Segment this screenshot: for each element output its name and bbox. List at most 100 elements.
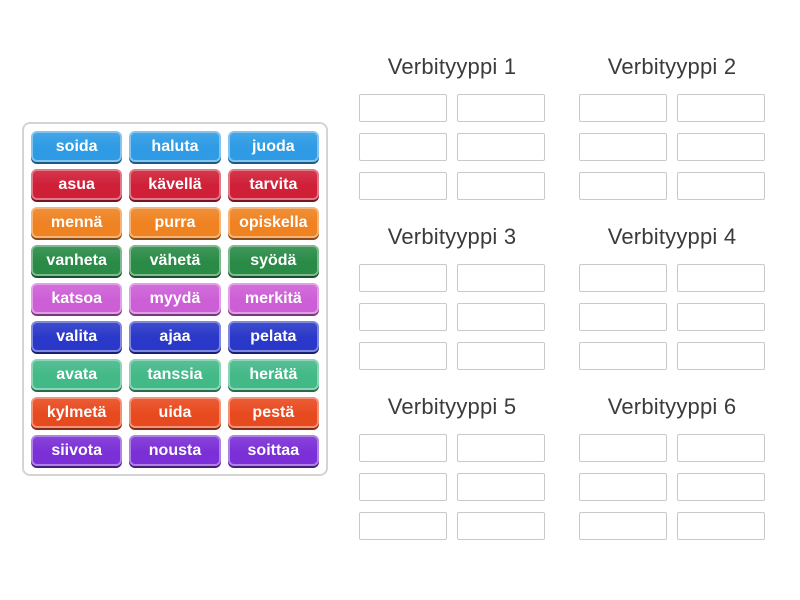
word-tile-label: pelata xyxy=(250,327,297,345)
word-tile[interactable]: vanheta xyxy=(31,245,123,276)
word-tile[interactable]: tanssia xyxy=(129,359,221,390)
word-tile-label: mennä xyxy=(50,213,103,231)
group-title: Verbityyppi 3 xyxy=(387,224,517,249)
group-title: Verbityyppi 1 xyxy=(387,54,517,79)
word-tile[interactable]: merkitä xyxy=(227,283,319,314)
word-tile-label: katsoa xyxy=(51,289,103,307)
word-tile-label: syödä xyxy=(250,251,297,269)
drop-slot[interactable] xyxy=(579,94,667,122)
drop-slot[interactable] xyxy=(579,342,667,370)
drop-slot[interactable] xyxy=(677,94,765,122)
group-title: Verbityyppi 4 xyxy=(607,224,737,249)
word-tile-label: purra xyxy=(154,213,196,231)
word-tile[interactable]: herätä xyxy=(227,359,319,390)
word-tile[interactable]: valita xyxy=(31,321,123,352)
word-tile-label: vähetä xyxy=(149,251,201,269)
word-tile-label: herätä xyxy=(249,365,298,383)
word-tile[interactable]: soida xyxy=(31,131,123,162)
drop-slot[interactable] xyxy=(457,264,545,292)
drop-slot[interactable] xyxy=(359,264,447,292)
drop-slot[interactable] xyxy=(457,94,545,122)
verb-type-group: Verbityyppi 3 xyxy=(352,222,552,370)
word-tile-label: haluta xyxy=(151,137,199,155)
drop-slot[interactable] xyxy=(457,473,545,501)
word-tile-label: avata xyxy=(56,365,98,383)
word-tile-label: soida xyxy=(55,137,98,155)
drop-slot[interactable] xyxy=(579,303,667,331)
drop-slot[interactable] xyxy=(579,172,667,200)
drop-slot[interactable] xyxy=(677,473,765,501)
drop-slot[interactable] xyxy=(359,342,447,370)
drop-slot[interactable] xyxy=(359,473,447,501)
word-tile-label: nousta xyxy=(148,441,202,459)
drop-slot[interactable] xyxy=(457,133,545,161)
word-tile[interactable]: avata xyxy=(31,359,123,390)
word-tile[interactable]: pestä xyxy=(227,397,319,428)
drop-slot[interactable] xyxy=(579,133,667,161)
word-bank: soida haluta juoda asua kävellä tarvita … xyxy=(22,122,328,476)
drop-slot[interactable] xyxy=(457,342,545,370)
drop-slot[interactable] xyxy=(457,303,545,331)
drop-slot[interactable] xyxy=(359,94,447,122)
drop-slot[interactable] xyxy=(359,434,447,462)
verb-type-group: Verbityyppi 6 xyxy=(572,392,772,540)
drop-slot[interactable] xyxy=(677,172,765,200)
word-tile-label: opiskella xyxy=(239,213,308,231)
drop-slot[interactable] xyxy=(457,172,545,200)
word-tile-label: juoda xyxy=(251,137,295,155)
word-tile-label: myydä xyxy=(149,289,201,307)
word-tile[interactable]: mennä xyxy=(31,207,123,238)
drop-slot[interactable] xyxy=(677,434,765,462)
drop-slot[interactable] xyxy=(457,434,545,462)
drop-slot[interactable] xyxy=(579,434,667,462)
word-tile-label: vanheta xyxy=(46,251,107,269)
word-tile[interactable]: ajaa xyxy=(129,321,221,352)
verb-type-group: Verbityyppi 1 xyxy=(352,52,552,200)
word-tile[interactable]: myydä xyxy=(129,283,221,314)
word-tile[interactable]: purra xyxy=(129,207,221,238)
drop-slot[interactable] xyxy=(579,512,667,540)
group-title: Verbityyppi 6 xyxy=(607,394,737,419)
word-tile[interactable]: vähetä xyxy=(129,245,221,276)
group-slots xyxy=(352,94,552,200)
word-tile[interactable]: haluta xyxy=(129,131,221,162)
drop-slot[interactable] xyxy=(359,303,447,331)
group-slots xyxy=(572,264,772,370)
word-tile-label: merkitä xyxy=(244,289,302,307)
word-tile[interactable]: opiskella xyxy=(227,207,319,238)
word-tile[interactable]: tarvita xyxy=(227,169,319,200)
group-slots xyxy=(352,264,552,370)
groups-area: Verbityyppi 1 Verbityyppi 2 Verbityyppi … xyxy=(352,52,772,540)
drop-slot[interactable] xyxy=(677,133,765,161)
verb-type-group: Verbityyppi 2 xyxy=(572,52,772,200)
word-tile[interactable]: asua xyxy=(31,169,123,200)
word-tile[interactable]: soittaa xyxy=(227,435,319,466)
drop-slot[interactable] xyxy=(677,512,765,540)
word-tile[interactable]: kylmetä xyxy=(31,397,123,428)
drop-slot[interactable] xyxy=(677,303,765,331)
drop-slot[interactable] xyxy=(579,473,667,501)
word-tile[interactable]: kävellä xyxy=(129,169,221,200)
word-tile-label: ajaa xyxy=(159,327,191,345)
drop-slot[interactable] xyxy=(359,133,447,161)
drop-slot[interactable] xyxy=(579,264,667,292)
drop-slot[interactable] xyxy=(359,512,447,540)
word-tile[interactable]: katsoa xyxy=(31,283,123,314)
word-tile[interactable]: syödä xyxy=(227,245,319,276)
drop-slot[interactable] xyxy=(677,342,765,370)
word-tile[interactable]: nousta xyxy=(129,435,221,466)
drop-slot[interactable] xyxy=(457,512,545,540)
drop-slot[interactable] xyxy=(359,172,447,200)
word-tile[interactable]: siivota xyxy=(31,435,123,466)
word-tile[interactable]: juoda xyxy=(227,131,319,162)
verb-type-group: Verbityyppi 5 xyxy=(352,392,552,540)
word-tile[interactable]: pelata xyxy=(227,321,319,352)
group-slots xyxy=(352,434,552,540)
word-tile-label: soittaa xyxy=(247,441,300,459)
word-tile-label: asua xyxy=(58,175,95,193)
word-tile-label: uida xyxy=(158,403,192,421)
verb-type-group: Verbityyppi 4 xyxy=(572,222,772,370)
group-title: Verbityyppi 5 xyxy=(387,394,517,419)
word-tile[interactable]: uida xyxy=(129,397,221,428)
drop-slot[interactable] xyxy=(677,264,765,292)
